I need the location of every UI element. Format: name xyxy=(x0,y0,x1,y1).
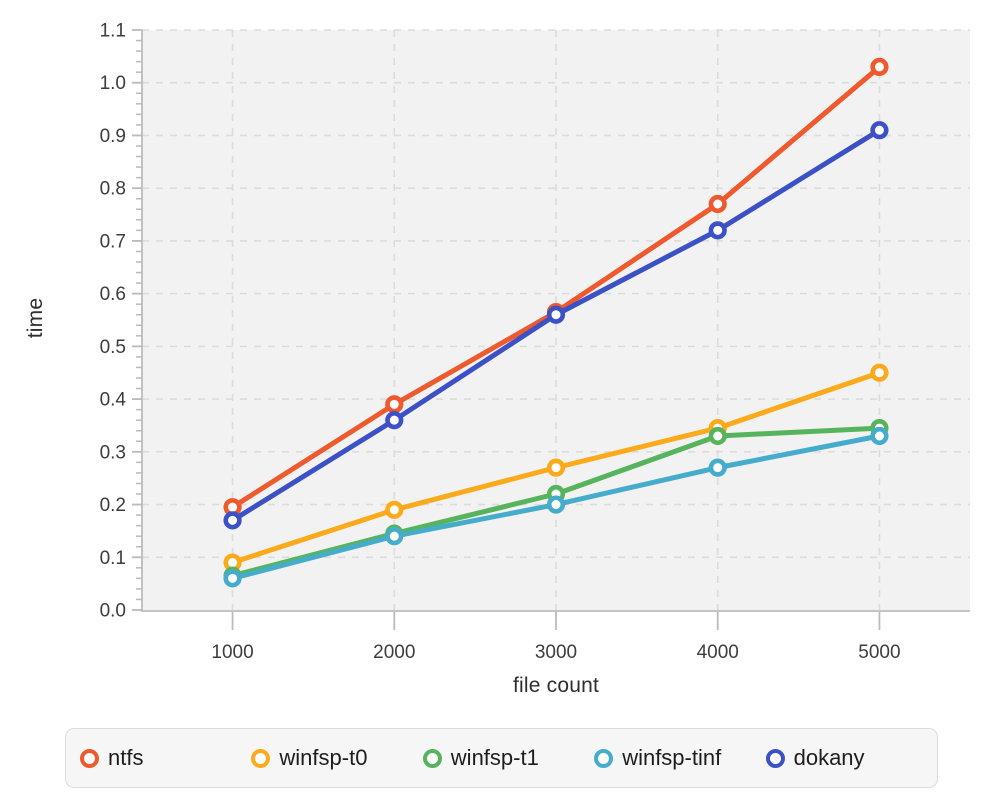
data-point-marker xyxy=(546,495,566,514)
x-tick-label: 3000 xyxy=(535,642,577,662)
y-tick-label: 0.3 xyxy=(100,442,126,463)
data-point-marker xyxy=(546,305,566,324)
x-tick-label: 5000 xyxy=(858,642,900,662)
legend-marker-icon xyxy=(80,748,99,768)
x-tick-label: 1000 xyxy=(211,642,253,662)
data-point-marker xyxy=(708,194,727,214)
y-tick-label: 0.6 xyxy=(100,284,126,305)
y-tick-label: 1.1 xyxy=(100,21,126,42)
y-tick-label: 1.0 xyxy=(100,73,126,94)
legend-item-label: winfsp-tinf xyxy=(622,745,722,770)
data-point-marker xyxy=(870,426,889,446)
data-point-marker xyxy=(870,363,889,382)
data-point-marker xyxy=(385,411,404,430)
line-chart: 0.0 0.1 0.2 0.3 0.4 0.5 0.6 0.7 0.8 0.9 1.0 1.1 1000… xyxy=(100,21,970,663)
legend-item-ntfs[interactable]: ntfs xyxy=(80,745,251,771)
legend-marker-icon xyxy=(422,748,442,768)
legend-item-dokany[interactable]: dokany xyxy=(765,745,937,771)
y-axis-title: time xyxy=(24,297,47,339)
y-tick-label: 0.4 xyxy=(100,390,127,411)
legend: ntfs winfsp-t0 winfsp-t1 winfsp-tinf dokany xyxy=(65,728,938,788)
data-point-marker xyxy=(385,395,404,414)
legend-item-label: dokany xyxy=(793,745,865,770)
y-tick-label: 0.0 xyxy=(100,601,126,622)
data-point-marker xyxy=(870,57,889,77)
legend-item-winfsp-t0[interactable]: winfsp-t0 xyxy=(251,745,422,771)
legend-item-label: winfsp-t0 xyxy=(279,745,368,770)
y-tick-label: 0.2 xyxy=(100,495,126,516)
legend-item-label: ntfs xyxy=(108,745,144,770)
data-point-marker xyxy=(870,121,889,140)
data-point-marker xyxy=(385,500,404,519)
legend-marker-icon xyxy=(594,748,614,768)
data-point-marker xyxy=(385,527,404,546)
x-tick-label: 4000 xyxy=(697,642,739,662)
data-point-marker xyxy=(223,511,242,530)
y-tick-label: 0.9 xyxy=(100,126,126,147)
y-tick-label: 0.5 xyxy=(100,337,126,358)
legend-marker-icon xyxy=(765,748,785,768)
y-tick-label: 0.1 xyxy=(100,548,126,569)
y-tick-label: 0.8 xyxy=(100,179,126,200)
data-point-marker xyxy=(708,221,727,240)
data-point-marker xyxy=(708,426,727,446)
legend-item-label: winfsp-t1 xyxy=(450,745,539,770)
data-point-marker xyxy=(708,458,727,477)
x-axis-title: file count xyxy=(512,674,600,697)
legend-item-winfsp-tinf[interactable]: winfsp-tinf xyxy=(594,745,765,771)
data-point-marker xyxy=(223,569,242,588)
x-tick-label: 2000 xyxy=(373,642,415,662)
legend-marker-icon xyxy=(251,748,271,768)
y-tick-label: 0.7 xyxy=(100,231,126,252)
legend-item-winfsp-t1[interactable]: winfsp-t1 xyxy=(422,745,594,771)
data-point-marker xyxy=(546,458,566,477)
